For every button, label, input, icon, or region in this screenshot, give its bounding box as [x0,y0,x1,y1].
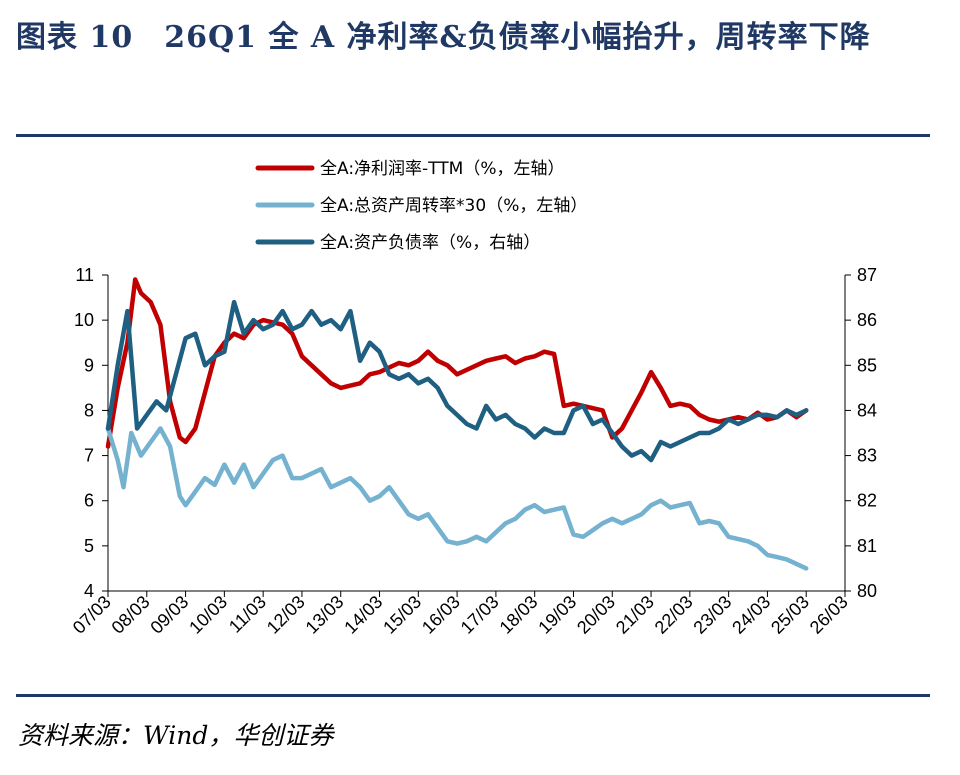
debt-ratio-line [105,299,809,463]
left-tick-label: 10 [74,310,94,330]
line-chart: 全A:净利润率-TTM（%，左轴） 全A:总资产周转率*30（%，左轴） 全A:资产… [69,159,877,638]
left-tick-label: 9 [84,355,94,375]
x-tick-label: 08/03 [108,592,154,638]
asset-turnover-line [105,426,809,571]
legend-item-asset-turnover: 全A:总资产周转率*30（%，左轴） [320,196,587,216]
x-tick-label: 12/03 [263,592,309,638]
right-tick-label: 85 [857,355,877,375]
legend-item-debt-ratio: 全A:资产负债率（%，右轴） [320,233,540,253]
x-tick-label: 18/03 [496,592,542,638]
source-note: 资料来源：Wind，华创证券 [18,721,334,750]
x-tick-label: 26/03 [806,592,852,638]
x-tick-label: 10/03 [185,592,231,638]
legend-item-net-margin: 全A:净利润率-TTM（%，左轴） [320,159,564,179]
x-tick-label: 16/03 [418,592,464,638]
right-tick-label: 82 [857,491,877,511]
x-tick-label: 09/03 [146,592,192,638]
series-lines [105,277,809,571]
left-tick-label: 6 [84,491,94,511]
x-tick-label: 17/03 [457,592,503,638]
x-tick-label: 19/03 [534,592,580,638]
x-tick-label: 21/03 [612,592,658,638]
left-tick-label: 11 [75,265,94,285]
left-tick-label: 4 [84,581,94,601]
axes: 4567891011808182838485868707/0308/0309/0… [69,265,877,638]
x-tick-label: 24/03 [728,592,774,638]
page-title: 图表 10 26Q1 全 A 净利率&负债率小幅抬升，周转率下降 [16,20,871,55]
net-margin-line [105,277,809,449]
legend: 全A:净利润率-TTM（%，左轴） 全A:总资产周转率*30（%，左轴） 全A:资产… [255,159,587,253]
right-tick-label: 83 [857,446,877,466]
x-tick-label: 20/03 [573,592,619,638]
x-tick-label: 13/03 [302,592,348,638]
left-tick-label: 5 [84,536,94,556]
title-divider [16,134,930,137]
right-tick-label: 80 [857,581,877,601]
left-tick-label: 7 [84,446,94,466]
right-tick-label: 87 [857,265,877,285]
x-tick-label: 22/03 [651,592,697,638]
x-tick-label: 23/03 [689,592,735,638]
x-tick-label: 14/03 [340,592,386,638]
x-tick-label: 15/03 [379,592,425,638]
x-tick-label: 25/03 [767,592,813,638]
footer-divider [16,694,930,697]
right-tick-label: 84 [857,400,877,420]
x-tick-label: 11/03 [225,592,270,637]
left-tick-label: 8 [84,400,94,420]
right-tick-label: 81 [857,536,877,556]
right-tick-label: 86 [857,310,877,330]
